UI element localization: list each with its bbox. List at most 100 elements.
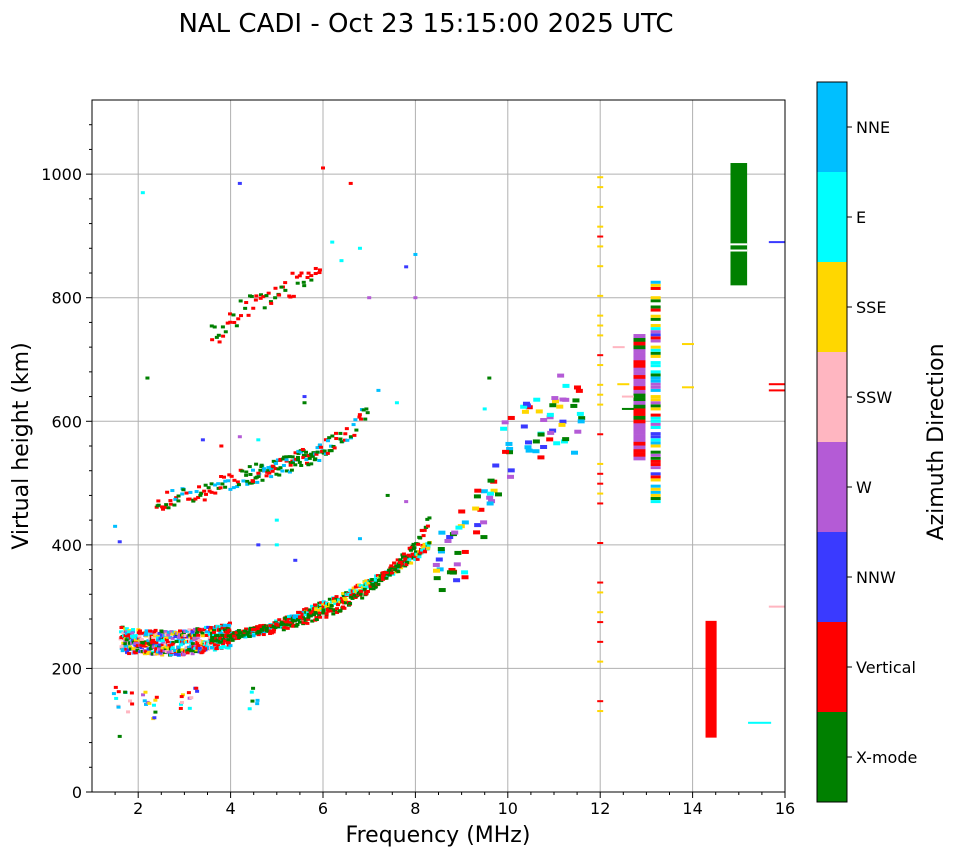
echo-point [168, 653, 173, 657]
echo-point [268, 629, 273, 633]
echo-point [195, 637, 200, 641]
echo-point [173, 652, 178, 656]
echo-point [270, 464, 275, 468]
echo-point [228, 487, 233, 491]
echo-point [227, 628, 232, 632]
echo-point [202, 498, 207, 502]
echo-point [123, 640, 128, 644]
echo-point [131, 647, 136, 651]
echo-point [209, 639, 214, 643]
echo-point [578, 416, 586, 421]
interference-mark [597, 492, 604, 495]
echo-point [310, 619, 315, 623]
echo-point [247, 634, 252, 638]
echo-point [147, 650, 152, 654]
echo-point [490, 488, 498, 493]
echo-point [282, 622, 287, 626]
echo-point [111, 692, 116, 696]
echo-point [321, 600, 326, 604]
echo-point [401, 562, 406, 566]
echo-point [339, 440, 344, 444]
echo-point [453, 562, 461, 567]
echo-point [392, 561, 397, 565]
echo-point [220, 325, 225, 329]
echo-point [229, 474, 234, 478]
echo-point [416, 542, 421, 546]
echo-point [488, 499, 496, 504]
echo-point [140, 649, 145, 653]
echo-point [204, 630, 209, 634]
echo-point [312, 613, 317, 617]
echo-point [350, 595, 355, 599]
interference-mark [597, 205, 604, 208]
echo-point [196, 495, 201, 499]
echo-point [131, 635, 136, 639]
echo-point [376, 388, 381, 392]
echo-point [114, 696, 119, 700]
echo-point [370, 578, 375, 582]
echo-point [184, 640, 189, 644]
echo-point [248, 628, 253, 632]
echo-point [191, 645, 196, 649]
echo-point [560, 439, 568, 444]
echo-point [414, 542, 419, 546]
echo-point [559, 419, 567, 424]
echo-point [278, 458, 283, 462]
echo-point [202, 489, 207, 493]
echo-point [204, 633, 209, 637]
echo-point [277, 618, 282, 622]
echo-point [288, 620, 293, 624]
echo-point [352, 433, 357, 437]
echo-point [337, 609, 342, 613]
echo-point [255, 627, 260, 631]
echo-point [318, 605, 323, 609]
echo-point [274, 619, 279, 623]
chart-title: NAL CADI - Oct 23 15:15:00 2025 UTC [178, 9, 673, 39]
echo-point [406, 553, 411, 557]
echo-point [137, 629, 142, 633]
interference-mark [633, 337, 646, 342]
echo-point [243, 635, 248, 639]
echo-point [313, 611, 318, 615]
echo-point [324, 612, 329, 616]
echo-point [333, 599, 338, 603]
echo-point [166, 506, 171, 510]
echo-point [117, 734, 122, 738]
echo-point [147, 701, 152, 705]
interference-mark [633, 397, 646, 402]
interference-mark [681, 343, 694, 346]
echo-point [200, 642, 205, 646]
echo-point [129, 691, 134, 695]
echo-point [232, 634, 237, 638]
echo-point [225, 631, 230, 635]
echo-point [194, 490, 199, 494]
interference-mark [650, 419, 661, 423]
echo-point [141, 631, 146, 635]
interference-mark [650, 416, 661, 420]
echo-point [163, 647, 168, 651]
interference-mark [633, 408, 646, 413]
echo-point [253, 476, 258, 480]
echo-point [144, 650, 149, 654]
echo-point [506, 450, 514, 455]
echo-point [154, 644, 159, 648]
echo-point [222, 639, 227, 643]
echo-point [451, 530, 459, 535]
echo-point [261, 623, 266, 627]
interference-mark [597, 235, 604, 238]
interference-mark [597, 186, 604, 189]
echo-point [234, 630, 239, 634]
echo-point [301, 621, 306, 625]
echo-point [357, 537, 362, 541]
echo-point [396, 570, 401, 574]
interference-mark [617, 383, 630, 386]
echo-point [139, 646, 144, 650]
echo-point [295, 615, 300, 619]
echo-point [213, 643, 218, 647]
echo-point [124, 632, 129, 636]
echo-point [172, 648, 177, 652]
echo-point [196, 633, 201, 637]
echo-point [146, 639, 151, 643]
echo-point [164, 503, 169, 507]
echo-point [324, 604, 329, 608]
